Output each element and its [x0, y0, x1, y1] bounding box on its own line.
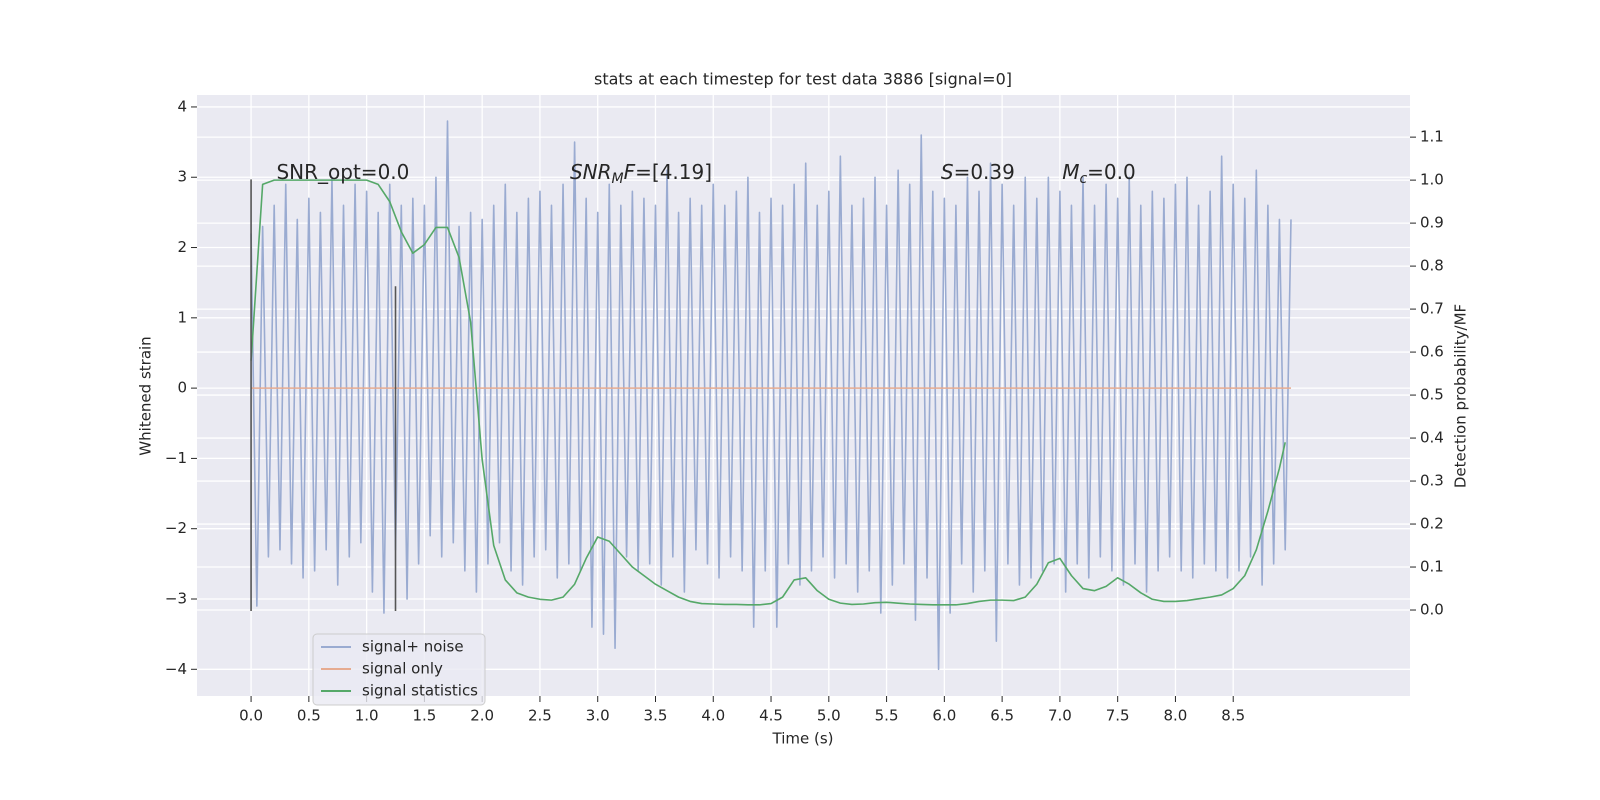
- y-tick-label: 3: [177, 168, 187, 186]
- legend: signal+ noise signal only signal statistic…: [312, 633, 486, 706]
- y-axis-label: Whitened strain: [137, 336, 155, 455]
- y-tick-label: −4: [165, 660, 187, 678]
- y-tick-label: 1: [177, 308, 187, 326]
- y-tick-label: −3: [165, 589, 187, 607]
- annotation-part: =0.0: [1087, 160, 1136, 184]
- annotation-part: c: [1079, 171, 1087, 187]
- annotation-part: S: [941, 160, 954, 184]
- y2-tick-label: 0.5: [1420, 386, 1444, 404]
- y2-tick-label: 0.0: [1420, 601, 1444, 619]
- y2-tick-label: 0.9: [1420, 214, 1444, 232]
- y2-tick-label: 1.0: [1420, 171, 1444, 189]
- annotation-part: M: [1062, 160, 1079, 184]
- y2-tick-label: 0.1: [1420, 558, 1444, 576]
- annotation-part: =0.39: [954, 160, 1015, 184]
- x-tick-label: 8.0: [1164, 707, 1188, 725]
- chart-title: stats at each timestep for test data 388…: [594, 70, 1012, 89]
- y2-tick-label: 0.6: [1420, 343, 1444, 361]
- x-tick-label: 2.0: [470, 707, 494, 725]
- annotation: SNR_opt=0.0: [276, 160, 409, 184]
- y2-tick-label: 0.4: [1420, 429, 1444, 447]
- x-tick-label: 7.0: [1048, 707, 1072, 725]
- y-tick-label: 0: [177, 379, 187, 397]
- x-tick-label: 0.0: [239, 707, 263, 725]
- x-tick-label: 1.0: [355, 707, 379, 725]
- annotation: SNRMF=[4.19]: [570, 160, 712, 188]
- x-tick-label: 2.5: [528, 707, 552, 725]
- x-tick-label: 8.5: [1221, 707, 1245, 725]
- y-tick-label: −1: [165, 449, 187, 467]
- legend-label: signal only: [362, 660, 443, 678]
- y2-tick-label: 1.1: [1420, 128, 1444, 146]
- x-tick-label: 1.5: [412, 707, 436, 725]
- y-tick-label: 2: [177, 238, 187, 256]
- y2-tick-label: 0.8: [1420, 257, 1444, 275]
- y-tick-label: 4: [177, 97, 187, 115]
- y2-tick-label: 0.3: [1420, 472, 1444, 490]
- annotation-part: M: [612, 171, 624, 187]
- y2-tick-label: 0.7: [1420, 300, 1444, 318]
- x-tick-label: 3.0: [586, 707, 610, 725]
- y2-axis-label: Detection probability/MF: [1452, 304, 1470, 488]
- x-tick-label: 6.0: [932, 707, 956, 725]
- series-line: [250, 179, 1286, 606]
- annotation: Mc=0.0: [1062, 160, 1136, 188]
- x-tick-label: 6.5: [990, 707, 1014, 725]
- annotation: S=0.39: [941, 160, 1015, 184]
- legend-label: signal statistics: [362, 682, 478, 700]
- x-tick-label: 4.0: [701, 707, 725, 725]
- x-tick-label: 0.5: [297, 707, 321, 725]
- x-tick-label: 4.5: [759, 707, 783, 725]
- series-line: [250, 120, 1292, 671]
- annotation-part: F: [624, 160, 636, 184]
- x-axis-label: Time (s): [772, 730, 834, 748]
- legend-box: [312, 633, 486, 706]
- annotation-part: SNR_opt=0.0: [276, 160, 409, 184]
- x-tick-label: 3.5: [644, 707, 668, 725]
- x-tick-label: 5.0: [817, 707, 841, 725]
- x-tick-label: 5.5: [875, 707, 899, 725]
- x-tick-label: 7.5: [1106, 707, 1130, 725]
- y2-tick-label: 0.2: [1420, 515, 1444, 533]
- annotation-part: SNR: [570, 160, 612, 184]
- annotation-part: =[4.19]: [635, 160, 712, 184]
- legend-label: signal+ noise: [362, 638, 464, 656]
- y-tick-label: −2: [165, 519, 187, 537]
